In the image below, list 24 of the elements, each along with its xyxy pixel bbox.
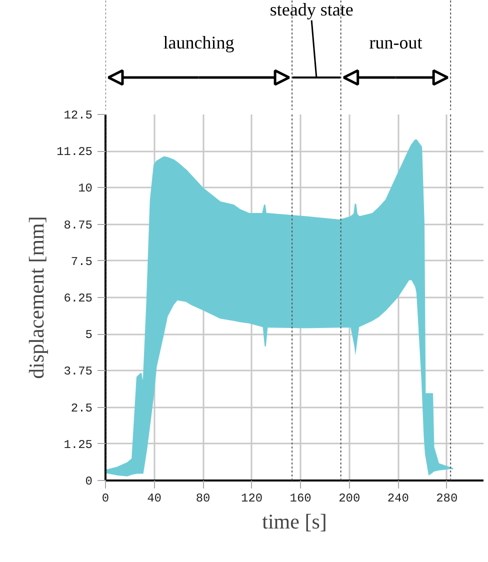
y-tick-label: 0 <box>85 474 92 488</box>
y-tick-label: 6.25 <box>64 292 93 306</box>
y-tick-label: 10 <box>78 182 93 196</box>
text: launching <box>163 32 234 52</box>
y-tick-label: 2.5 <box>70 401 93 416</box>
y-tick-label: 5 <box>85 328 92 342</box>
x-tick-label: 120 <box>241 492 263 506</box>
x-axis-title: time [s] <box>262 510 327 534</box>
y-axis-title: displacement [mm] <box>24 216 48 379</box>
text: steady state <box>270 0 354 20</box>
y-tick-label: 3.75 <box>64 364 93 379</box>
x-tick-label: 280 <box>436 492 458 506</box>
x-tick-label: 160 <box>290 492 312 506</box>
y-tick-label: 12.5 <box>64 108 93 122</box>
y-tick-label: 7.5 <box>70 254 93 269</box>
y-tick-label: 8.75 <box>64 218 93 232</box>
text: run-out <box>369 32 422 52</box>
x-tick-label: 40 <box>147 492 162 506</box>
x-tick-label: 0 <box>102 492 110 506</box>
y-tick-label: 11.25 <box>56 145 93 160</box>
x-tick-label: 240 <box>387 492 409 506</box>
x-tick-label: 200 <box>338 492 360 506</box>
y-tick-label: 1.25 <box>64 438 93 452</box>
x-tick-label: 80 <box>196 492 210 506</box>
